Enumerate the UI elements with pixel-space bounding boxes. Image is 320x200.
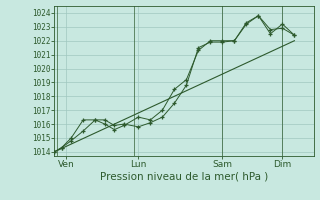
X-axis label: Pression niveau de la mer( hPa ): Pression niveau de la mer( hPa ) xyxy=(100,172,268,182)
